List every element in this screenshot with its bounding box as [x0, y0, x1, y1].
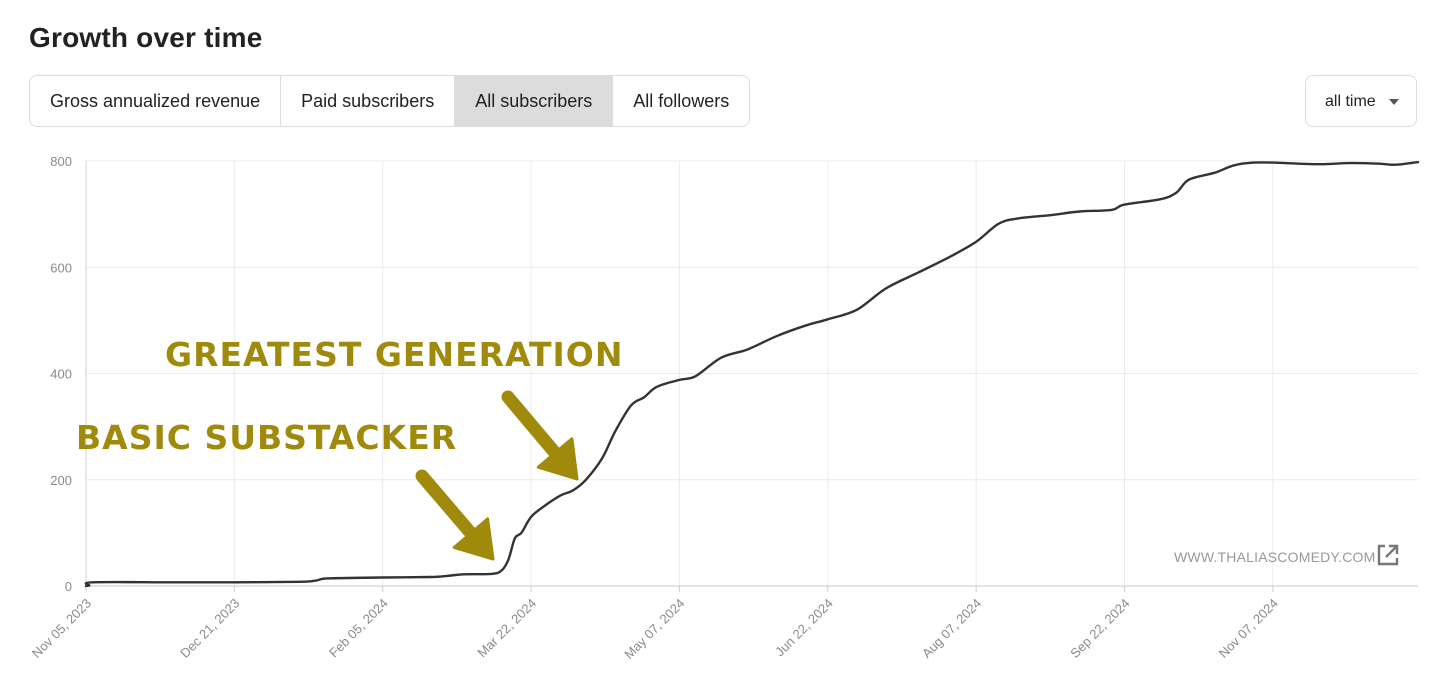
annotation-greatest-generation: GREATEST GENERATION: [165, 335, 624, 374]
y-tick-label: 200: [50, 473, 72, 488]
x-tick-label: May 07, 2024: [621, 596, 687, 662]
time-range-select[interactable]: all time: [1305, 75, 1417, 127]
tab-all-subscribers[interactable]: All subscribers: [455, 76, 614, 126]
annotation-basic-substacker: BASIC SUBSTACKER: [76, 418, 458, 457]
arrow-greatest-generation: [501, 390, 579, 481]
x-tick-label: Nov 05, 2023: [29, 596, 94, 661]
x-tick-label: Nov 07, 2024: [1216, 596, 1281, 661]
series-line: [84, 160, 1420, 588]
watermark-text: WWW.THALIASCOMEDY.COM: [1174, 549, 1376, 565]
page-title: Growth over time: [29, 22, 263, 53]
x-tick-label: Jun 22, 2024: [772, 596, 836, 660]
annotation-arrows: [415, 390, 579, 561]
chart-lines: [84, 160, 1420, 588]
y-tick-label: 0: [65, 579, 72, 594]
tab-all-followers[interactable]: All followers: [633, 91, 730, 111]
y-tick-label: 800: [50, 154, 72, 169]
x-tick-label: Mar 22, 2024: [474, 596, 539, 661]
time-range-value: all time: [1325, 93, 1376, 110]
x-tick-label: Feb 05, 2024: [326, 596, 391, 661]
y-tick-label: 400: [50, 367, 72, 382]
x-tick-label: Dec 21, 2023: [177, 596, 242, 661]
x-tick-label: Sep 22, 2024: [1067, 596, 1132, 661]
tab-paid-subscribers[interactable]: Paid subscribers: [281, 76, 456, 126]
arrow-basic-substacker: [415, 469, 495, 561]
metric-tabs: Gross annualized revenue Paid subscriber…: [29, 75, 751, 127]
chart-axes: 0 200 400 600 800 Nov 05, 2023 Dec 21, 2023 Feb…: [29, 154, 1418, 662]
x-tick-label: Aug 07, 2024: [919, 596, 984, 661]
external-link-icon[interactable]: [1376, 543, 1400, 567]
y-tick-label: 600: [50, 260, 72, 275]
tab-gross-annualized-revenue[interactable]: Gross annualized revenue: [30, 76, 282, 126]
chevron-down-icon: [1389, 99, 1399, 105]
